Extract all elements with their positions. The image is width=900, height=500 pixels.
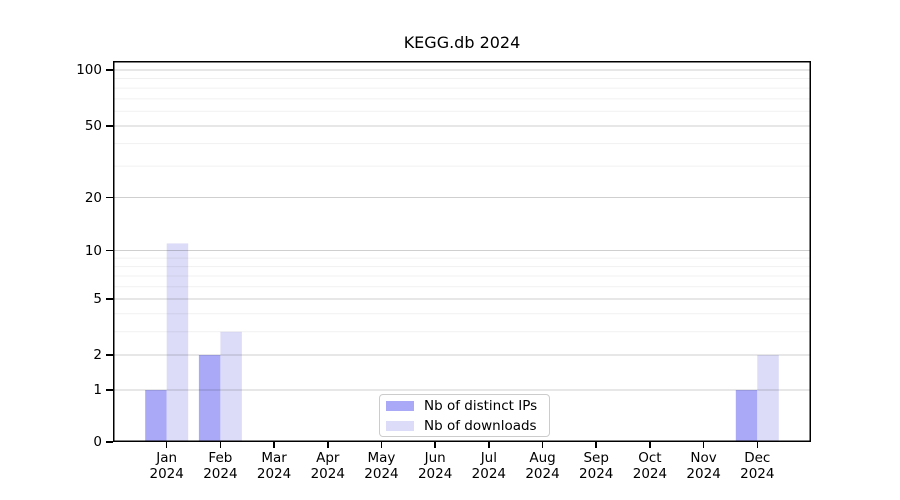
x-tick-label: Jan 2024: [125, 450, 209, 482]
x-tick-label: Aug 2024: [501, 450, 585, 482]
y-tick-label: 50: [84, 118, 102, 134]
x-tick-label: Mar 2024: [232, 450, 316, 482]
legend-swatch-distinct-ips: [386, 400, 414, 411]
x-tick-label: Sep 2024: [554, 450, 638, 482]
y-tick-mark: [106, 69, 113, 71]
bar: [220, 331, 242, 442]
y-tick-label: 10: [84, 242, 102, 259]
x-tick-year: 2024: [149, 466, 184, 482]
y-tick-label: 1: [93, 382, 102, 398]
x-tick-month: Oct: [638, 450, 662, 466]
x-tick-month: Jun: [424, 450, 446, 466]
y-tick-mark: [106, 298, 113, 300]
legend-label-distinct-ips: Nb of distinct IPs: [424, 397, 538, 414]
y-tick-label: 2: [93, 347, 102, 363]
y-tick-mark: [106, 196, 113, 199]
x-tick-label: Nov 2024: [662, 450, 746, 482]
x-tick-mark: [488, 442, 490, 448]
legend-swatch-downloads: [386, 420, 414, 431]
x-tick-year: 2024: [471, 466, 507, 482]
x-tick-mark: [219, 442, 222, 448]
x-tick-year: 2024: [256, 466, 292, 482]
x-tick-mark: [327, 442, 329, 448]
x-tick-year: 2024: [579, 466, 614, 482]
x-tick-year: 2024: [417, 466, 453, 482]
x-tick-year: 2024: [740, 466, 775, 482]
y-tick-mark: [106, 441, 113, 443]
x-tick-mark: [380, 442, 383, 448]
x-tick-month: Aug: [529, 450, 556, 466]
y-tick-label: 5: [93, 291, 102, 307]
y-tick-mark: [106, 249, 113, 252]
chart-title: KEGG.db 2024: [403, 33, 521, 52]
plot-area: [113, 61, 811, 442]
y-tick-mark: [106, 354, 113, 356]
x-tick-mark: [541, 442, 544, 448]
x-tick-year: 2024: [632, 466, 668, 482]
bar: [166, 243, 189, 442]
x-tick-year: 2024: [310, 466, 345, 482]
x-tick-year: 2024: [364, 466, 399, 482]
x-tick-year: 2024: [525, 466, 560, 482]
x-tick-month: Apr: [316, 450, 340, 466]
x-tick-mark: [702, 442, 705, 448]
x-tick-label: Apr 2024: [286, 450, 370, 482]
y-tick-mark: [106, 389, 113, 391]
x-tick-mark: [273, 442, 275, 448]
x-tick-mark: [595, 442, 597, 448]
bar: [145, 390, 167, 442]
x-tick-label: May 2024: [339, 450, 423, 482]
x-tick-month: Jan: [156, 450, 178, 466]
x-tick-month: Feb: [208, 450, 233, 466]
plot-frame: [113, 61, 811, 442]
bar: [198, 355, 221, 442]
bar: [757, 355, 779, 442]
x-tick-year: 2024: [686, 466, 721, 482]
x-tick-label: Oct 2024: [608, 450, 692, 482]
legend: Nb of distinct IPs Nb of downloads: [379, 394, 550, 437]
x-tick-label: Jul 2024: [447, 450, 531, 482]
x-tick-label: Jun 2024: [393, 450, 477, 482]
x-tick-month: Mar: [261, 450, 287, 466]
y-tick-label: 20: [84, 189, 102, 206]
x-tick-label: Feb 2024: [178, 450, 262, 482]
x-tick-year: 2024: [203, 466, 238, 482]
x-tick-mark: [165, 442, 168, 448]
x-tick-month: Nov: [690, 450, 717, 466]
y-tick-label: 0: [93, 434, 102, 450]
x-tick-mark: [434, 442, 436, 448]
legend-item-downloads: Nb of downloads: [386, 418, 541, 434]
legend-label-downloads: Nb of downloads: [424, 417, 537, 434]
x-tick-label: Dec 2024: [715, 450, 799, 482]
y-tick-mark: [106, 125, 113, 127]
x-tick-mark: [649, 442, 651, 448]
bars-and-gridlines: [113, 61, 811, 442]
legend-item-distinct-ips: Nb of distinct IPs: [386, 398, 541, 414]
x-tick-month: Jul: [480, 450, 497, 466]
x-tick-month: Sep: [583, 450, 609, 466]
x-tick-month: Dec: [744, 450, 771, 466]
bar: [735, 390, 758, 442]
y-tick-label: 100: [76, 62, 102, 78]
x-tick-mark: [756, 442, 759, 448]
x-tick-month: May: [367, 450, 396, 466]
